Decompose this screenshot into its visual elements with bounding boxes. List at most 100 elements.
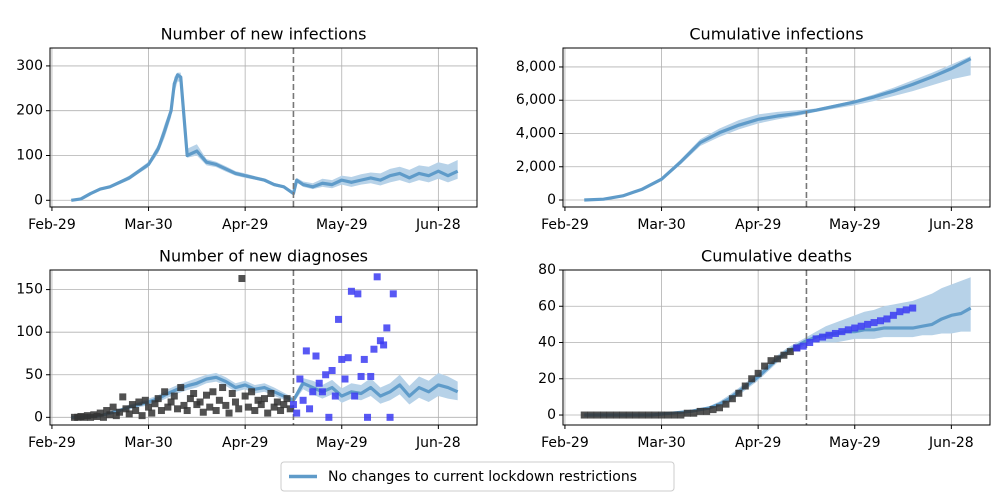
scatter-point (302, 347, 310, 355)
y-tick-label: 100 (16, 147, 43, 163)
scatter-point (883, 315, 891, 323)
scatter-point (318, 388, 326, 396)
panel-title: Cumulative deaths (701, 247, 852, 266)
y-tick-label: 80 (538, 262, 556, 278)
x-tick-label: Mar-30 (124, 217, 172, 233)
scatter-point (722, 400, 730, 408)
scatter-point (864, 320, 872, 328)
scatter-point (273, 398, 281, 406)
scatter-point (109, 403, 117, 411)
y-tick-label: 0 (34, 192, 43, 208)
scatter-point (286, 405, 294, 413)
scatter-point (728, 395, 736, 403)
scatter-point (164, 403, 172, 411)
scatter-point (267, 389, 275, 397)
scatter-point (767, 357, 775, 365)
y-tick-label: 150 (16, 282, 43, 298)
y-tick-label: 200 (16, 103, 43, 119)
scatter-point (206, 403, 214, 411)
scatter-point (357, 372, 365, 380)
scatter-point (212, 407, 220, 415)
scatter-point (309, 388, 317, 396)
scatter-point (690, 409, 698, 417)
x-tick-label: May-29 (316, 435, 368, 451)
y-tick-label: 40 (538, 335, 556, 351)
scatter-point (344, 354, 352, 362)
scatter-point (119, 393, 127, 401)
scatter-point (331, 392, 339, 400)
scatter-point (632, 411, 640, 419)
scatter-point (664, 411, 672, 419)
scatter-point (806, 339, 814, 347)
scatter-point (186, 395, 194, 403)
scatter-point (335, 315, 343, 323)
scatter-point (254, 396, 262, 404)
scatter-point (606, 411, 614, 419)
scatter-point (161, 388, 169, 396)
scatter-point (225, 409, 233, 417)
scatter-point (322, 371, 330, 379)
scatter-point (264, 409, 272, 417)
legend: No changes to current lockdown restricti… (280, 461, 675, 492)
x-tick-label: May-29 (316, 217, 368, 233)
x-tick-label: Feb-29 (541, 435, 589, 451)
scatter-point (215, 396, 223, 404)
scatter-point (612, 411, 620, 419)
panel-title: Number of new infections (161, 25, 367, 44)
panel: Number of new infections 0 100 200 300 Feb-29… (16, 25, 478, 233)
scatter-point (180, 401, 188, 409)
scatter-point (587, 411, 595, 419)
scatter-point (190, 389, 198, 397)
scatter-point (251, 407, 259, 415)
x-tick-label: Jun-28 (415, 435, 461, 451)
scatter-point (386, 413, 394, 421)
scatter-point (902, 306, 910, 314)
x-tick-label: Apr-29 (735, 217, 781, 233)
y-tick-label: 300 (16, 58, 43, 74)
scatter-point (825, 331, 833, 339)
scatter-point (376, 337, 384, 345)
scatter-point (280, 401, 288, 409)
scatter-point (174, 405, 182, 413)
scatter-point (877, 317, 885, 325)
scatter-point (625, 411, 633, 419)
scatter-point (383, 324, 391, 332)
y-tick-label: 8,000 (516, 59, 556, 75)
scatter-point (741, 382, 749, 390)
scatter-point (283, 395, 291, 403)
scatter-point (96, 409, 104, 417)
scatter-point (380, 341, 388, 349)
plot-frame (562, 47, 991, 208)
scatter-point (260, 395, 268, 403)
scatter-point (238, 275, 246, 283)
scatter-point (580, 411, 588, 419)
scatter-point (145, 403, 153, 411)
x-tick-label: Mar-30 (637, 217, 685, 233)
scatter-point (696, 407, 704, 415)
scatter-point (354, 290, 362, 298)
y-tick-label: 0 (547, 192, 556, 208)
scatter-point (293, 409, 301, 417)
scatter-point (328, 366, 336, 374)
scatter-point (870, 319, 878, 327)
scatter-point (389, 290, 397, 298)
x-tick-label: Apr-29 (222, 435, 268, 451)
scatter-point (857, 322, 865, 330)
scatter-point (367, 372, 375, 380)
scatter-point (754, 369, 762, 377)
line (71, 73, 459, 202)
x-tick-label: Mar-30 (124, 435, 172, 451)
scatter-point (116, 408, 124, 416)
scatter-point (199, 408, 207, 416)
scatter-point (277, 407, 285, 415)
scatter-point (364, 413, 372, 421)
plot-frame (49, 47, 478, 208)
line (584, 57, 972, 202)
scatter-point (138, 412, 146, 420)
scatter-point (593, 411, 601, 419)
y-tick-label: 6,000 (516, 92, 556, 108)
scatter-point (761, 362, 769, 370)
scatter-point (151, 400, 159, 408)
scatter-point (235, 405, 243, 413)
